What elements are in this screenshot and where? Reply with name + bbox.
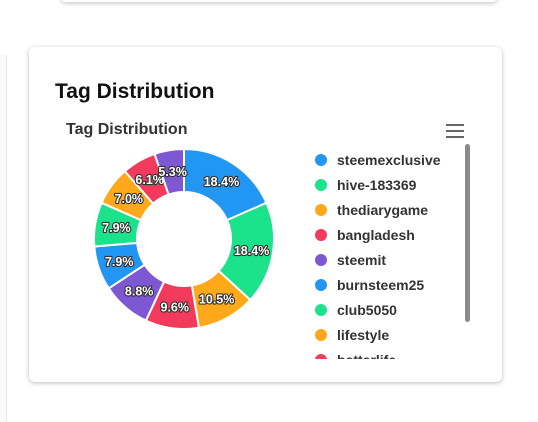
legend-item-lifestyle[interactable]: lifestyle [315, 322, 465, 347]
legend-label: burnsteem25 [337, 276, 425, 293]
legend-item-burnsteem25[interactable]: burnsteem25 [315, 272, 465, 297]
donut-slice-slice-9[interactable] [153, 150, 185, 196]
legend-label: steemit [337, 251, 387, 268]
legend-label: bangladesh [337, 226, 415, 243]
slice-data-label: 7.9% [102, 221, 131, 235]
legend-item-club5050[interactable]: club5050 [315, 297, 465, 322]
previous-card [60, 0, 498, 2]
chart-menu-button[interactable] [444, 123, 466, 139]
legend-label: hive-183369 [337, 176, 417, 193]
legend-marker [315, 153, 327, 166]
slice-data-label: 8.8% [125, 284, 154, 298]
legend-marker [315, 203, 327, 216]
slice-data-label: 10.5% [199, 293, 234, 307]
tag-distribution-card: Tag Distribution Tag Distribution 18.4% 1… [29, 47, 502, 382]
legend-marker [315, 228, 327, 241]
slice-data-label: 7.0% [115, 192, 143, 206]
legend-item-hive-183369[interactable]: hive-183369 [315, 172, 465, 197]
slice-data-label: 6.1% [135, 173, 164, 187]
legend-marker [315, 253, 327, 266]
card-title: Tag Distribution [55, 80, 215, 103]
hamburger-menu-icon-line [446, 130, 464, 132]
slice-data-label: 7.9% [105, 255, 134, 269]
legend-item-steemexclusive[interactable]: steemexclusive [315, 147, 465, 172]
legend-item-betterlife[interactable]: betterlife [315, 347, 465, 359]
legend-label: betterlife [337, 352, 396, 360]
legend-item-bangladesh[interactable]: bangladesh [315, 222, 465, 247]
legend-marker [315, 353, 327, 359]
donut-chart: 18.4% 18.4% 10.5% 9.6% 8.8% 7.9% 7.9% 7.0% 6.1%5… [93, 150, 275, 330]
legend-item-thediarygame[interactable]: thediarygame [315, 197, 465, 222]
slice-data-label: 9.6% [161, 300, 190, 314]
legend-label: club5050 [337, 301, 397, 318]
slice-data-label: 18.4% [204, 175, 239, 189]
slice-data-label: 5.3% [158, 165, 187, 179]
legend-label: steemexclusive [337, 151, 441, 168]
hamburger-menu-icon-line [446, 136, 464, 138]
side-panel-edge [0, 55, 7, 422]
legend-marker [315, 303, 327, 316]
slice-data-label: 18.4% [234, 244, 269, 258]
legend-item-steemit[interactable]: steemit [315, 247, 465, 272]
legend-label: thediarygame [337, 201, 429, 218]
legend-marker [315, 278, 327, 291]
legend-marker [315, 328, 327, 341]
hamburger-menu-icon [446, 124, 464, 126]
legend-marker [315, 178, 327, 191]
chart-title: Tag Distribution [66, 121, 188, 138]
legend-scrollbar[interactable] [465, 144, 470, 322]
chart-legend: steemexclusive hive-183369 thediarygame ban… [315, 147, 465, 359]
legend-label: lifestyle [337, 326, 390, 343]
